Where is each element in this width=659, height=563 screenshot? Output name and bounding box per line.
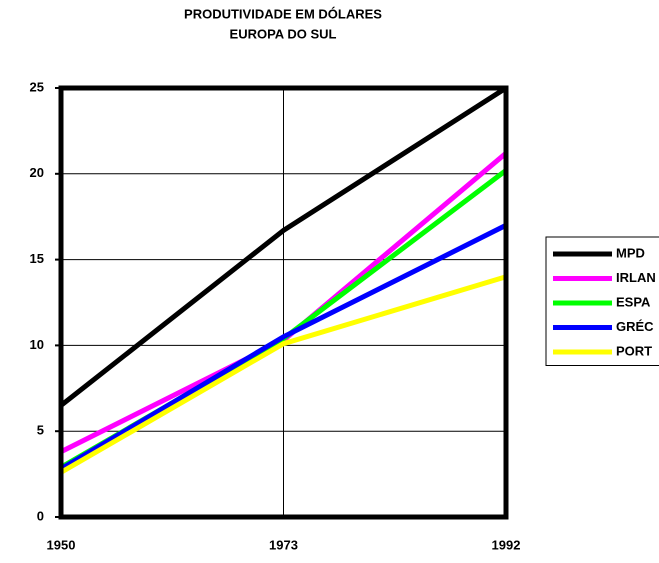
y-tick-label: 0 xyxy=(37,508,44,523)
series-line xyxy=(59,223,508,472)
plot-frame xyxy=(58,85,509,520)
series-line xyxy=(59,274,507,475)
x-tick-label: 1973 xyxy=(269,537,298,552)
legend-label: PORT xyxy=(616,343,652,358)
chart-subtitle: EUROPA DO SUL xyxy=(230,26,337,41)
y-tick-label: 10 xyxy=(30,337,44,352)
legend-label: IRLAN xyxy=(616,270,656,285)
legend-label: MPD xyxy=(616,245,645,260)
x-tick-label: 1950 xyxy=(47,537,76,552)
legend-label: GRÉC xyxy=(616,319,654,334)
legend-label: ESPA xyxy=(616,294,651,309)
y-tick-label: 15 xyxy=(30,251,44,266)
x-tick-label: 1992 xyxy=(492,537,521,552)
y-tick-label: 20 xyxy=(30,165,44,180)
chart-title: PRODUTIVIDADE EM DÓLARES xyxy=(184,6,382,21)
y-tick-label: 25 xyxy=(30,79,44,94)
y-tick-label: 5 xyxy=(37,423,44,438)
series-line xyxy=(59,85,508,408)
